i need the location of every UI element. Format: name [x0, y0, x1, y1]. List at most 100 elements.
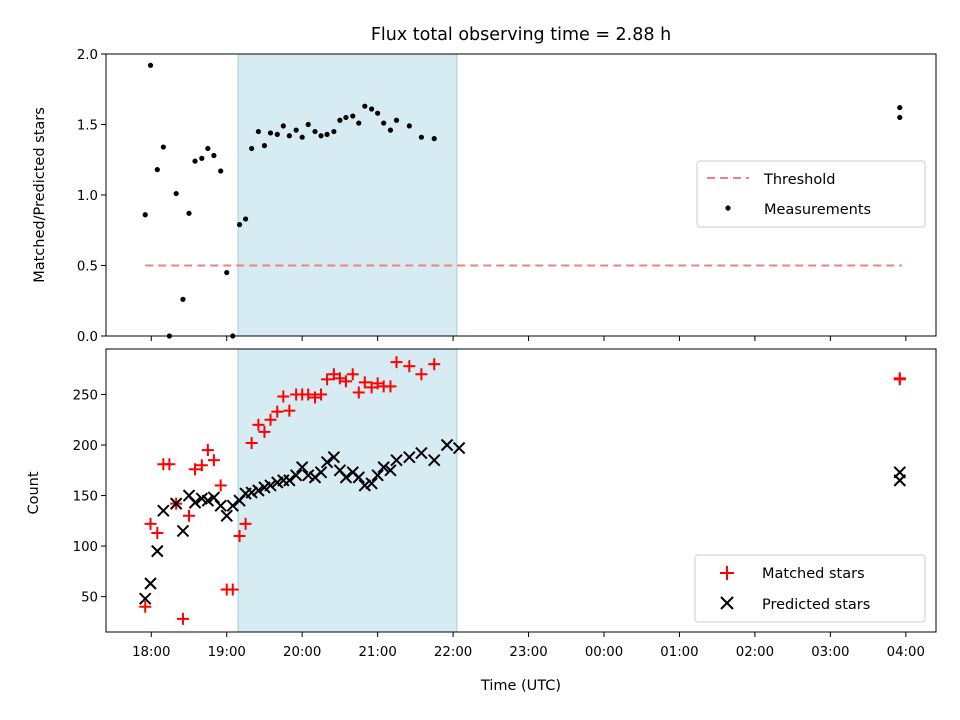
bottom-shaded-interval: [237, 348, 458, 633]
predicted-star-point: [893, 474, 906, 487]
top-axes-frame: [105, 53, 937, 337]
measurement-point: [299, 134, 305, 140]
matched-star-point: [144, 517, 157, 530]
measurement-point: [192, 158, 198, 164]
matched-star-point: [176, 612, 189, 625]
bottom-y-tick-label: 150: [73, 490, 98, 505]
bottom-axes-frame: [105, 348, 937, 633]
matched-star-point: [283, 404, 296, 417]
predicted-star-point: [452, 441, 466, 455]
matched-star-point: [214, 479, 227, 492]
predicted-star-point: [188, 496, 202, 509]
bottom-y-axis-label: Count: [26, 471, 42, 514]
legend-measurements-swatch: [725, 205, 731, 211]
matched-star-point: [252, 418, 265, 431]
measurements-series: [142, 62, 903, 339]
matched-star-point: [271, 405, 284, 418]
measurement-point: [331, 128, 337, 135]
measurement-point: [897, 114, 903, 121]
matched-star-point: [233, 529, 246, 542]
matched-star-point: [277, 390, 290, 403]
measurement-point: [305, 121, 311, 128]
measurement-point: [350, 113, 356, 119]
bottom-legend: Matched stars Predicted stars: [694, 554, 926, 623]
predicted-star-point: [320, 455, 334, 469]
matched-star-point: [189, 463, 202, 476]
x-tick-label: 00:00: [585, 645, 623, 660]
measurement-point: [173, 190, 179, 197]
legend-predicted-label: Predicted stars: [762, 597, 870, 613]
predicted-star-point: [384, 464, 397, 477]
measurement-point: [375, 110, 381, 116]
legend-measurements-label: Measurements: [764, 202, 871, 218]
legend-matched-swatch: [720, 566, 734, 580]
x-tick-label: 20:00: [283, 645, 321, 660]
predicted-star-point: [365, 477, 378, 490]
measurement-point: [356, 120, 362, 126]
legend-threshold-label: Threshold: [763, 172, 835, 188]
predicted-star-point: [283, 474, 296, 487]
matched-star-point: [339, 375, 352, 388]
predicted-star-point: [245, 486, 258, 499]
matched-star-point: [201, 444, 214, 457]
bottom-panel: 50 100 150 200 250 18:00 19:00 20:00 21:00 22:00…: [26, 348, 937, 694]
measurement-point: [142, 212, 148, 218]
matched-star-point: [163, 458, 176, 471]
measurement-point: [362, 103, 368, 109]
measurement-point: [218, 168, 224, 174]
predicted-star-point: [371, 469, 384, 482]
predicted-star-point: [139, 592, 152, 605]
matched-star-point: [352, 386, 365, 399]
bottom-y-tick-label: 200: [73, 439, 98, 454]
measurement-point: [180, 296, 186, 302]
matched-star-point: [346, 368, 359, 381]
measurement-point: [393, 117, 400, 123]
predicted-star-point: [214, 499, 227, 512]
x-tick-label: 01:00: [660, 645, 698, 660]
predicted-star-point: [289, 469, 303, 482]
top-y-tick-label: 0.0: [77, 330, 98, 345]
measurement-point: [261, 143, 268, 149]
matched-star-point: [315, 388, 328, 401]
legend-predicted-swatch: [720, 596, 734, 610]
matched-star-point: [428, 358, 441, 371]
matched-star-point: [151, 526, 164, 539]
measurement-point: [318, 133, 324, 139]
measurement-point: [242, 216, 249, 222]
predicted-star-point: [390, 453, 403, 467]
measurement-point: [387, 127, 394, 133]
measurement-point: [431, 136, 437, 142]
measurement-point: [406, 123, 412, 129]
matched-star-point: [893, 373, 906, 386]
measurement-point: [205, 145, 211, 152]
measurement-point: [418, 134, 424, 140]
bottom-x-axis-ticks: 18:00 19:00 20:00 21:00 22:00 23:00 00:00 01:00…: [132, 632, 925, 660]
x-tick-label: 03:00: [811, 645, 849, 660]
top-panel: 0.00.51.01.52.0 Matched/Predicted stars …: [32, 48, 937, 345]
top-y-tick-label: 2.0: [77, 48, 98, 63]
x-tick-label: 22:00: [434, 645, 472, 660]
predicted-star-point: [295, 461, 309, 474]
measurement-point: [280, 123, 286, 129]
top-y-axis-ticks: 0.0 0.5 1.0 1.5 2.0: [77, 48, 106, 345]
x-tick-label: 21:00: [358, 645, 396, 660]
measurement-point: [255, 128, 262, 135]
measurement-point: [211, 152, 217, 159]
top-y-tick-label: 1.5: [77, 119, 98, 134]
top-y-tick-label: 1.0: [77, 189, 98, 204]
matched-star-point: [264, 413, 277, 426]
measurement-point: [249, 145, 255, 152]
measurement-point: [337, 117, 343, 123]
matched-star-point: [245, 436, 258, 449]
predicted-star-point: [440, 438, 454, 452]
predicted-star-point: [169, 497, 183, 510]
bottom-y-axis-ticks: 50 100 150 200 250: [73, 388, 106, 606]
matched-star-point: [333, 372, 346, 385]
matched-star-point: [358, 376, 371, 389]
measurement-point: [274, 131, 280, 137]
predicted-star-point: [302, 469, 315, 482]
matched-stars-series: [139, 356, 906, 625]
measurement-point: [224, 269, 230, 276]
measurement-point: [897, 104, 903, 111]
